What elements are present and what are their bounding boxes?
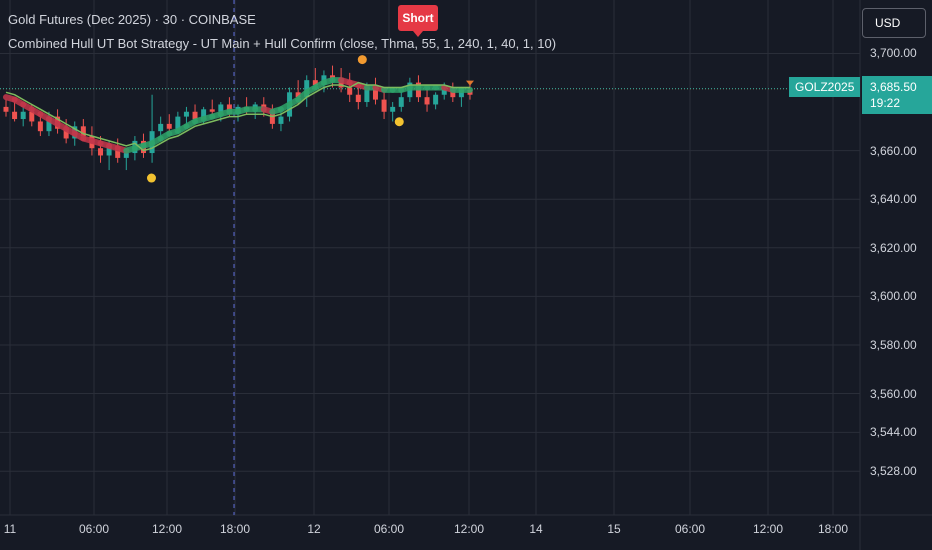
candle-body <box>381 99 387 112</box>
candle-body <box>398 97 404 107</box>
price-tick-label: 3,560.00 <box>870 386 917 401</box>
time-tick-label: 12:00 <box>752 522 784 536</box>
candle-body <box>330 75 336 78</box>
candle-body <box>355 94 361 103</box>
candle-body <box>201 109 207 120</box>
candle-body <box>3 106 9 112</box>
candle-body <box>183 111 189 117</box>
time-tick-label: 06:00 <box>78 522 110 536</box>
time-tick-label: 06:00 <box>373 522 405 536</box>
indicator-legend[interactable]: Combined Hull UT Bot Strategy - UT Main … <box>8 36 557 51</box>
time-tick-label: 18:00 <box>817 522 849 536</box>
last-price-label: 3,685.50 19:22 <box>862 76 932 114</box>
candle-body <box>175 116 181 129</box>
currency-selector[interactable]: USD <box>862 8 926 38</box>
time-tick-label: 06:00 <box>674 522 706 536</box>
candle-body <box>37 121 43 132</box>
candle-body <box>364 87 370 103</box>
candle-body <box>295 92 301 98</box>
last-price-value: 3,685.50 <box>870 80 917 94</box>
sell-signal-dot <box>357 55 367 65</box>
candle-body <box>29 111 35 122</box>
candle-body <box>458 89 464 98</box>
candle-body <box>312 80 318 86</box>
candle-body <box>123 153 129 158</box>
candle-body <box>115 145 121 158</box>
price-tick-label: 3,640.00 <box>870 192 917 207</box>
candle-body <box>192 111 198 120</box>
candle-body <box>106 145 112 156</box>
strategy-marker <box>466 80 474 86</box>
price-tick-label: 3,660.00 <box>870 143 917 158</box>
candle-body <box>20 111 26 120</box>
price-tick-label: 3,528.00 <box>870 464 917 479</box>
candle-body <box>390 106 396 112</box>
buy-signal-dot <box>394 117 404 127</box>
bar-countdown: 19:22 <box>870 96 901 110</box>
time-tick-label: 11 <box>3 522 17 536</box>
candle-body <box>450 89 456 98</box>
price-tick-label: 3,600.00 <box>870 289 917 304</box>
candle-body <box>46 116 52 132</box>
price-tick-label: 3,580.00 <box>870 337 917 352</box>
buy-signal-dot <box>146 173 156 183</box>
candle-body <box>269 111 275 124</box>
chart-title: Gold Futures (Dec 2025) · 30 · COINBASE <box>8 12 256 27</box>
price-tick-label: 3,544.00 <box>870 425 917 440</box>
candle-body <box>304 80 310 98</box>
candle-body <box>433 94 439 105</box>
candle-body <box>278 116 284 124</box>
time-tick-label: 15 <box>607 522 621 536</box>
short-signal-label: Short <box>398 5 438 31</box>
ut-trailing-line <box>5 81 470 152</box>
candle-body <box>424 97 430 105</box>
candle-body <box>98 148 104 156</box>
time-tick-label: 12:00 <box>453 522 485 536</box>
candle-body <box>209 109 215 112</box>
candle-body <box>347 87 353 95</box>
time-tick-label: 14 <box>529 522 543 536</box>
candle-body <box>63 128 69 139</box>
time-tick-label: 18:00 <box>219 522 251 536</box>
time-tick-label: 12 <box>307 522 321 536</box>
price-tick-label: 3,620.00 <box>870 240 917 255</box>
price-tick-label: 3,700.00 <box>870 46 917 61</box>
candle-body <box>441 89 447 95</box>
candle-body <box>80 126 86 137</box>
candle-body <box>218 104 224 112</box>
candle-body <box>166 123 172 129</box>
short-signal-pointer <box>413 31 423 37</box>
symbol-label: GOLZ2025 <box>789 77 861 97</box>
candle-body <box>372 87 378 100</box>
candle-body <box>158 123 164 132</box>
time-tick-label: 12:00 <box>151 522 183 536</box>
candle-body <box>12 111 18 120</box>
